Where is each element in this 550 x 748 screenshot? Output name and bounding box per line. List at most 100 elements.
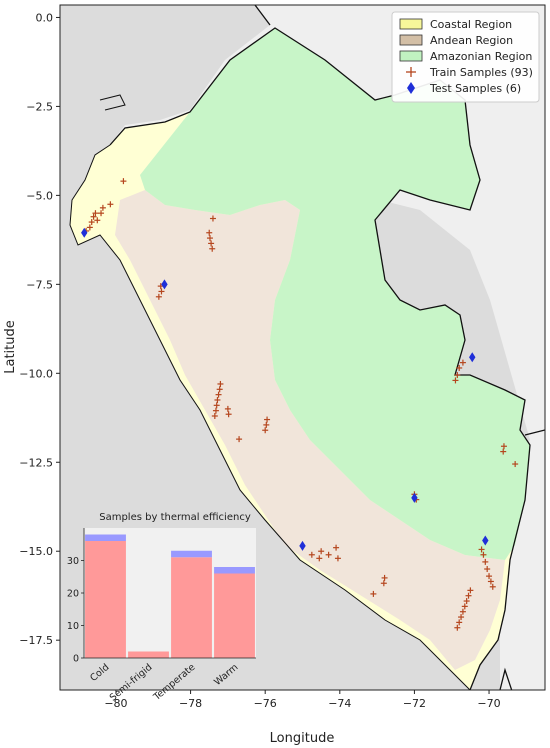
train-sample-marker bbox=[463, 598, 470, 605]
train-sample-marker bbox=[236, 436, 243, 443]
train-sample-marker bbox=[92, 210, 99, 217]
train-sample-marker bbox=[461, 603, 468, 610]
train-sample-marker bbox=[209, 245, 216, 252]
train-sample-marker bbox=[213, 402, 220, 409]
train-sample-marker bbox=[217, 380, 224, 387]
train-sample-marker bbox=[263, 421, 270, 428]
inset-y-tick-label: 20 bbox=[67, 589, 79, 600]
test-sample-marker bbox=[469, 352, 476, 363]
train-sample-marker bbox=[308, 551, 315, 558]
amazonian-region bbox=[140, 28, 530, 560]
train-sample-marker bbox=[487, 578, 494, 585]
train-sample-marker bbox=[478, 546, 485, 553]
train-sample-marker bbox=[484, 566, 491, 573]
train-sample-marker bbox=[216, 386, 223, 393]
y-tick-label: −5.0 bbox=[26, 189, 53, 202]
train-sample-marker bbox=[316, 555, 323, 562]
train-sample-marker bbox=[512, 461, 519, 468]
legend-marker-train bbox=[406, 67, 416, 77]
train-sample-marker bbox=[208, 240, 215, 247]
train-sample-marker bbox=[212, 407, 219, 414]
country-borders bbox=[109, 5, 545, 690]
test-sample-marker bbox=[411, 492, 418, 503]
train-sample-marker bbox=[480, 551, 487, 558]
y-axis: 0.0 −2.5 −5.0 −7.5 −10.0 −12.5 −15.0 −17.5 bbox=[19, 11, 60, 647]
y-tick-label: −7.5 bbox=[26, 278, 53, 291]
legend-label-train: Train Samples (93) bbox=[429, 66, 533, 79]
train-sample-marker bbox=[452, 377, 459, 384]
legend-swatch-amazonian bbox=[399, 50, 423, 62]
legend-swatch-andean bbox=[399, 34, 423, 46]
legend-marker-test bbox=[407, 82, 415, 94]
plot-frame bbox=[59, 4, 546, 691]
inset-y-tick-label: 0 bbox=[73, 654, 79, 665]
y-tick-label: −2.5 bbox=[26, 100, 53, 113]
train-sample-marker bbox=[206, 229, 213, 236]
test-sample-marker bbox=[161, 279, 168, 290]
train-sample-marker bbox=[86, 224, 93, 231]
inset-y-tick-label: 10 bbox=[67, 621, 79, 632]
legend-swatch-coastal bbox=[399, 18, 423, 30]
train-sample-marker bbox=[155, 293, 162, 300]
train-sample-marker bbox=[107, 201, 114, 208]
train-sample-marker bbox=[325, 551, 332, 558]
train-sample-marker bbox=[489, 583, 496, 590]
legend-box bbox=[391, 11, 540, 103]
train-sample-marker bbox=[381, 574, 388, 581]
x-tick-label: −70 bbox=[477, 697, 500, 710]
train-sample-marker bbox=[318, 548, 325, 555]
train-sample-marker bbox=[262, 427, 269, 434]
y-axis-label: Latitude bbox=[3, 320, 18, 374]
legend-label-test: Test Samples (6) bbox=[429, 82, 521, 95]
x-axis-label: Longitude bbox=[270, 731, 335, 746]
y-tick-label: 0.0 bbox=[36, 11, 54, 24]
train-sample-marker bbox=[224, 405, 231, 412]
train-sample-marker bbox=[500, 443, 507, 450]
train-sample-marker bbox=[334, 555, 341, 562]
y-tick-label: −10.0 bbox=[19, 367, 53, 380]
train-sample-marker bbox=[158, 288, 165, 295]
train-sample-marker bbox=[454, 624, 461, 631]
train-sample-marker bbox=[88, 219, 95, 226]
x-tick-label: −74 bbox=[328, 697, 351, 710]
test-sample-marker bbox=[81, 227, 88, 238]
train-sample-marker bbox=[264, 416, 271, 423]
legend: Coastal Region Andean Region Amazonian R… bbox=[391, 11, 540, 103]
legend-label-coastal: Coastal Region bbox=[430, 18, 512, 31]
train-sample-marker bbox=[225, 411, 232, 418]
train-sample-marker bbox=[94, 217, 101, 224]
train-sample-marker bbox=[459, 359, 466, 366]
legend-label-andean: Andean Region bbox=[430, 34, 513, 47]
train-sample-marker bbox=[459, 608, 466, 615]
coast-line bbox=[69, 94, 471, 690]
train-sample-marker bbox=[465, 592, 472, 599]
inset-title: Samples by thermal efficiency bbox=[99, 512, 251, 523]
train-sample-marker bbox=[120, 178, 127, 185]
test-sample-marker bbox=[482, 535, 489, 546]
train-sample-marker bbox=[206, 235, 213, 242]
train-sample-marker bbox=[370, 590, 377, 597]
train-sample-marker bbox=[215, 391, 222, 398]
inset-y-tick-label: 30 bbox=[67, 556, 79, 567]
train-sample-marker bbox=[456, 619, 463, 626]
train-sample-marker bbox=[211, 413, 218, 419]
train-sample-marker bbox=[456, 364, 463, 371]
train-sample-marker bbox=[458, 614, 465, 621]
y-tick-label: −15.0 bbox=[19, 545, 53, 558]
x-tick-label: −78 bbox=[179, 697, 202, 710]
test-sample-marker bbox=[299, 540, 306, 551]
x-tick-label: −72 bbox=[403, 697, 426, 710]
y-tick-label: −17.5 bbox=[19, 634, 53, 647]
train-sample-marker bbox=[214, 396, 221, 403]
train-sample-marker bbox=[500, 448, 507, 455]
legend-label-amazonian: Amazonian Region bbox=[430, 50, 532, 63]
x-axis: −80 −78 −76 −74 −72 −70 bbox=[104, 690, 501, 710]
train-sample-marker bbox=[454, 372, 461, 379]
train-sample-marker bbox=[98, 210, 105, 217]
train-sample-marker bbox=[90, 213, 97, 220]
andean-region bbox=[115, 190, 505, 670]
y-tick-label: −12.5 bbox=[19, 456, 53, 469]
train-sample-marker bbox=[380, 580, 387, 587]
test-markers bbox=[81, 227, 489, 551]
